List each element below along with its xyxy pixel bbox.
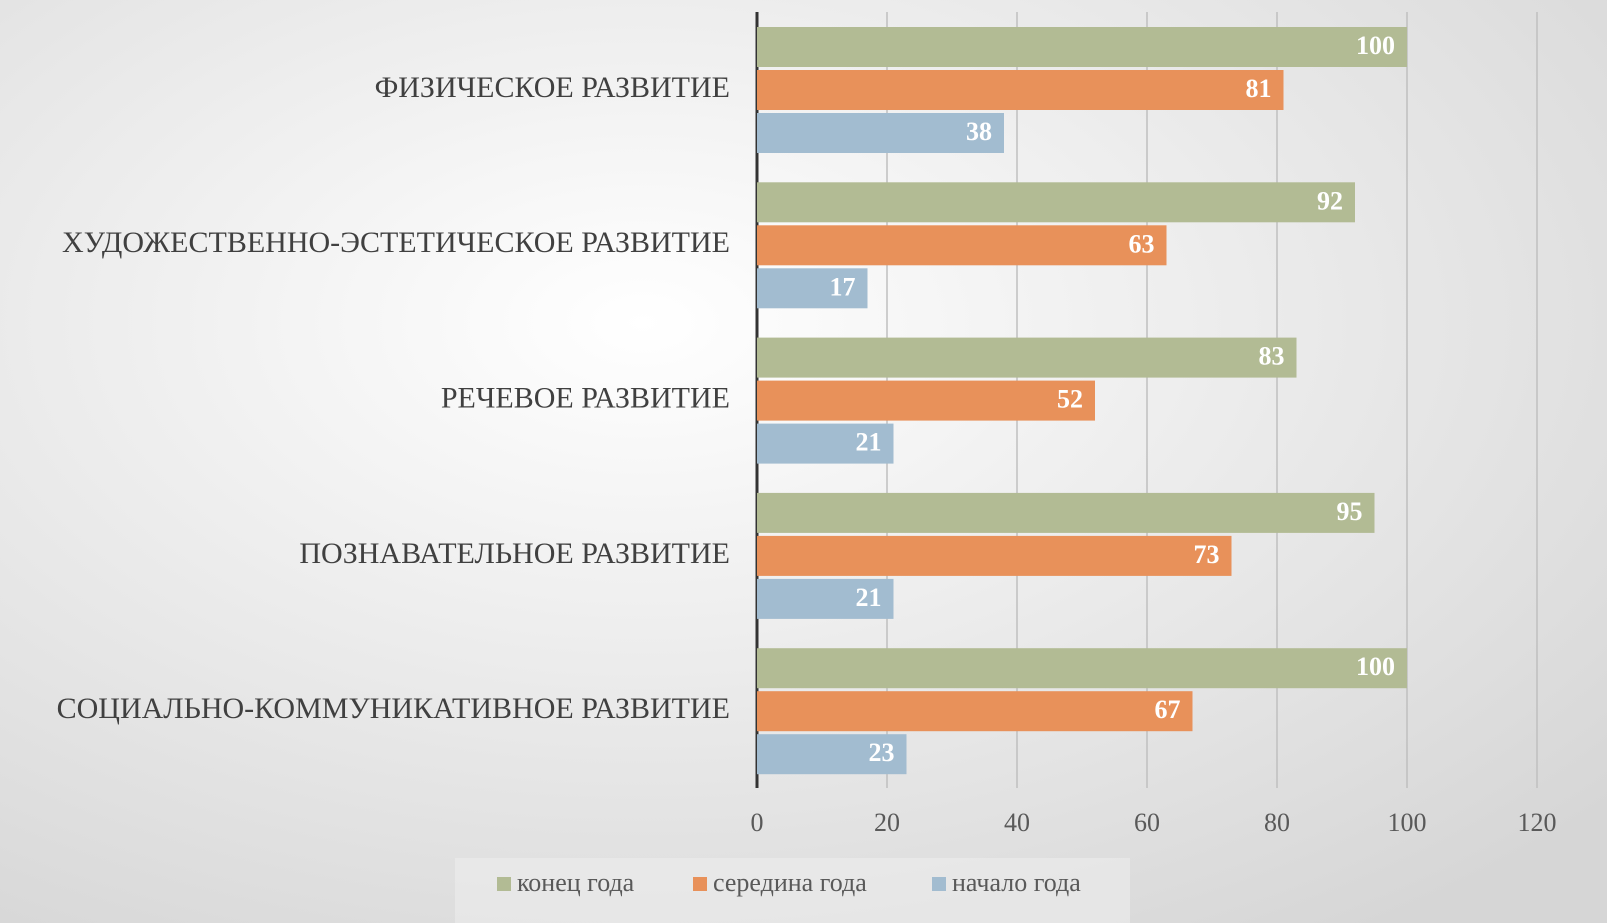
value-label: 21 [856,428,882,457]
value-label: 83 [1259,342,1285,371]
bar [757,578,894,619]
bar [757,268,868,309]
bar [757,113,1004,153]
legend-label: середина года [713,868,867,897]
value-label: 67 [1155,695,1181,724]
value-label: 38 [966,117,992,146]
x-tick-label: 80 [1264,808,1290,837]
value-label: 92 [1317,186,1343,215]
value-label: 21 [856,583,882,612]
value-label: 63 [1129,229,1155,258]
bar [757,27,1407,67]
legend-label: конец года [517,868,635,897]
bar [757,734,907,775]
bar [757,70,1284,110]
bar [757,225,1167,266]
x-tick-label: 0 [751,808,764,837]
bar [757,648,1407,689]
x-tick-label: 60 [1134,808,1160,837]
legend-swatch [693,877,707,891]
value-label: 100 [1356,652,1395,681]
category-label: ПОЗНАВАТЕЛЬНОЕ РАЗВИТИЕ [299,537,730,570]
category-label: ФИЗИЧЕСКОЕ РАЗВИТИЕ [375,71,730,104]
bar [757,337,1297,378]
value-label: 100 [1356,31,1395,60]
bar [757,380,1095,421]
value-label: 23 [869,738,895,767]
value-label: 73 [1194,540,1220,569]
value-label: 52 [1057,385,1083,414]
value-label: 95 [1337,497,1363,526]
legend-swatch [932,877,946,891]
x-tick-label: 100 [1388,808,1427,837]
bar [757,535,1232,576]
category-label: ХУДОЖЕСТВЕННО-ЭСТЕТИЧЕСКОЕ РАЗВИТИЕ [62,226,730,259]
x-tick-label: 20 [874,808,900,837]
value-label: 81 [1246,74,1272,103]
x-tick-label: 120 [1518,808,1557,837]
x-tick-label: 40 [1004,808,1030,837]
value-label: 17 [830,272,856,301]
category-label: СОЦИАЛЬНО-КОММУНИКАТИВНОЕ РАЗВИТИЕ [57,692,730,725]
bar [757,691,1193,732]
legend-swatch [497,877,511,891]
bar [757,492,1375,533]
legend-box [455,858,1130,923]
bar [757,423,894,464]
category-label: РЕЧЕВОЕ РАЗВИТИЕ [441,381,730,414]
legend-label: начало года [952,868,1081,897]
bar [757,182,1355,223]
